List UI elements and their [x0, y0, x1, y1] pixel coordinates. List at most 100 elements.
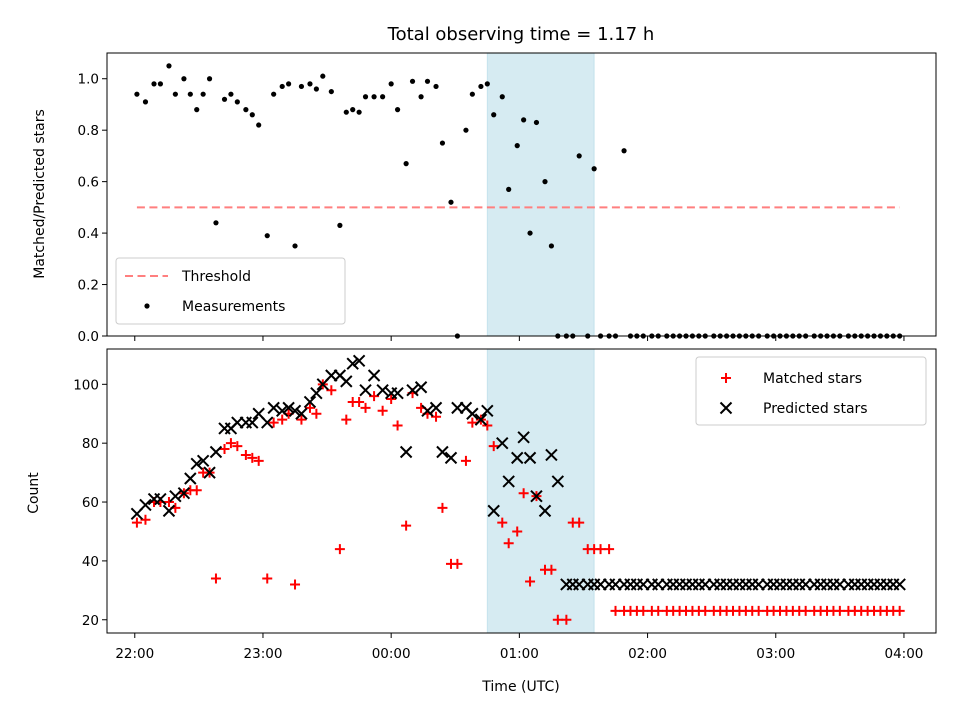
matched-star-marker [437, 502, 448, 513]
measurement-point [469, 91, 475, 97]
measurement-point [380, 94, 386, 100]
time-x-tick-label: 23:00 [244, 646, 283, 662]
measurement-point [194, 107, 200, 113]
matched-star-marker [140, 514, 151, 525]
predicted-star-marker [169, 489, 182, 503]
predicted-star-marker [530, 489, 543, 503]
predicted-star-marker [209, 445, 223, 459]
measurement-point [166, 63, 172, 69]
ratio-legend: Threshold Measurements [115, 257, 346, 325]
predicted-star-marker [177, 486, 191, 500]
matched-star-marker [296, 414, 307, 425]
matched-star-marker [595, 544, 606, 555]
measurement-point [491, 112, 497, 118]
measurement-point [478, 83, 484, 90]
measurement-point [418, 94, 424, 100]
time-x-tick-label: 00:00 [372, 646, 411, 662]
predicted-star-marker [184, 472, 197, 485]
time-x-tick-label: 22:00 [115, 646, 154, 662]
measurement-point [313, 86, 319, 92]
matched-star-marker [163, 497, 174, 508]
matched-star-marker [561, 614, 572, 625]
measurement-point [433, 83, 439, 90]
predicted-star-marker [359, 383, 372, 397]
predicted-star-marker [444, 451, 458, 465]
count-y-tick-label: 60 [82, 495, 99, 511]
predicted-star-marker [139, 498, 152, 512]
measurement-point [307, 81, 313, 87]
measurement-point [181, 76, 187, 82]
legend-matched-marker [721, 373, 731, 383]
legend-predicted-swatch [719, 401, 733, 415]
legend-predicted-marker [719, 401, 733, 415]
measurement-point [187, 91, 193, 97]
count-y-tick-label: 100 [73, 377, 99, 393]
time-x-tick-label: 04:00 [884, 646, 923, 662]
matched-star-marker [210, 573, 221, 584]
measurement-point [221, 96, 228, 102]
predicted-star-marker [267, 401, 280, 415]
predicted-star-marker [162, 504, 176, 518]
predicted-star-marker [261, 416, 274, 429]
matched-star-marker [834, 605, 845, 616]
matched-star-marker [240, 449, 251, 460]
predicted-star-marker [487, 504, 500, 518]
matched-star-marker [546, 564, 557, 575]
count-panel: 20 40 60 80 100 22:00 23:00 00:00 01:00 02:00 03:… [26, 348, 937, 695]
observing-window-shade [487, 53, 595, 336]
ratio-y-tick-label: 0.0 [78, 329, 99, 345]
matched-star-marker [268, 417, 279, 428]
measurement-point [484, 81, 490, 87]
matched-star-marker [460, 455, 471, 466]
measurement-point [499, 94, 505, 100]
measurement-point [409, 78, 416, 84]
matched-star-marker [232, 441, 243, 452]
matched-star-marker [311, 408, 322, 419]
count-y-tick-label: 20 [82, 613, 99, 629]
measurement-point [292, 243, 298, 249]
ratio-y-tick-label: 0.2 [78, 278, 99, 294]
measurement-point [249, 112, 255, 118]
matched-star-marker [377, 405, 388, 416]
matched-star-marker [753, 605, 764, 616]
count-y-axis-label: Count [26, 472, 42, 514]
predicted-star-marker [414, 381, 428, 394]
measurement-point [279, 83, 285, 90]
matched-star-marker [894, 605, 905, 616]
time-x-tick-label: 02:00 [628, 646, 667, 662]
matched-star-marker [482, 420, 493, 431]
predicted-star-marker [367, 369, 381, 382]
matched-star-marker [431, 411, 442, 422]
measurement-point [591, 166, 597, 172]
count-y-axis-ticks: 20 40 60 80 100 [73, 377, 107, 629]
ratio-y-tick-label: 0.6 [78, 175, 99, 191]
measurement-point [521, 117, 527, 123]
predicted-star-marker [310, 386, 323, 400]
measurement-point [448, 199, 454, 205]
ratio-y-tick-label: 0.8 [78, 123, 99, 139]
legend-measurements-swatch [144, 303, 150, 309]
matched-star-marker [131, 517, 142, 528]
predicted-star-marker [421, 404, 434, 418]
predicted-star-marker [545, 448, 558, 462]
ratio-plot-frame [106, 52, 937, 337]
matched-star-marker [488, 441, 499, 452]
ratio-y-tick-label: 0.4 [78, 226, 99, 242]
count-legend-box [695, 356, 927, 426]
matched-star-marker [219, 444, 230, 455]
matched-star-marker [452, 558, 463, 569]
measurement-point [394, 107, 401, 113]
predicted-star-marker [429, 401, 443, 415]
matched-star-marker [369, 391, 380, 402]
legend-matched-label: Matched stars [763, 371, 862, 387]
measurement-point [356, 109, 362, 115]
matched-star-marker [518, 488, 529, 499]
matched-star-marker [552, 614, 563, 625]
time-x-tick-label: 03:00 [756, 646, 795, 662]
predicted-star-marker [406, 383, 419, 397]
time-x-axis-ticks: 22:00 23:00 00:00 01:00 02:00 03:00 04:00 [115, 633, 923, 662]
measurement-point [142, 99, 149, 105]
predicted-star-marker [246, 416, 259, 429]
predicted-star-marker [466, 407, 479, 420]
